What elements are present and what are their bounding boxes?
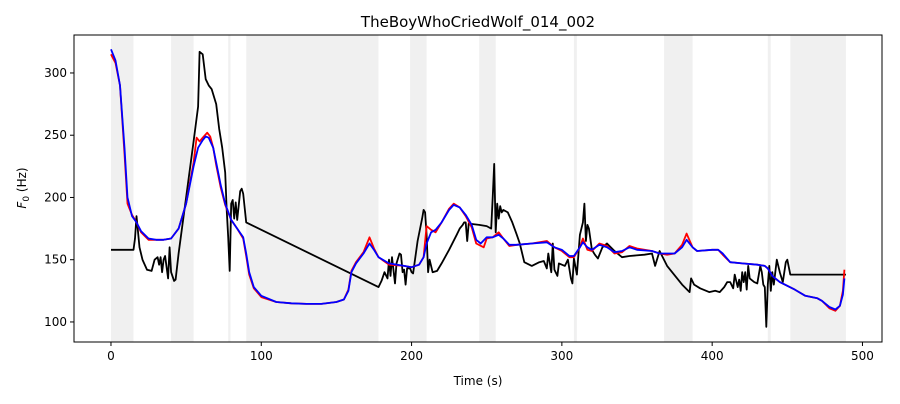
x-tick-label: 0 — [107, 349, 115, 363]
black-f0-line — [111, 50, 846, 328]
y-tick-label: 200 — [44, 190, 67, 204]
shaded-region — [410, 35, 427, 342]
plot-frame — [73, 34, 883, 343]
y-tick-label: 100 — [44, 315, 67, 329]
y-tick-label: 250 — [44, 128, 67, 142]
blue-f0-line — [110, 48, 846, 311]
shaded-region — [790, 35, 846, 342]
x-tick-label: 400 — [701, 349, 724, 363]
x-axis-label: Time (s) — [453, 374, 503, 388]
shaded-region — [573, 35, 577, 342]
x-tick-label: 100 — [250, 349, 273, 363]
y-tick-label: 150 — [44, 253, 67, 267]
shaded-region — [479, 35, 496, 342]
x-tick-label: 500 — [851, 349, 874, 363]
y-tick-label: 300 — [44, 66, 67, 80]
y-axis-label: F0 (Hz) — [15, 167, 32, 208]
shaded-region — [664, 35, 693, 342]
x-tick-label: 300 — [550, 349, 573, 363]
shaded-region — [228, 35, 231, 342]
x-tick-label: 200 — [400, 349, 423, 363]
shaded-region — [171, 35, 194, 342]
chart-title: TheBoyWhoCriedWolf_014_002 — [360, 13, 595, 32]
shaded-region — [767, 35, 771, 342]
shaded-region — [246, 35, 379, 342]
shaded-region — [110, 35, 134, 342]
